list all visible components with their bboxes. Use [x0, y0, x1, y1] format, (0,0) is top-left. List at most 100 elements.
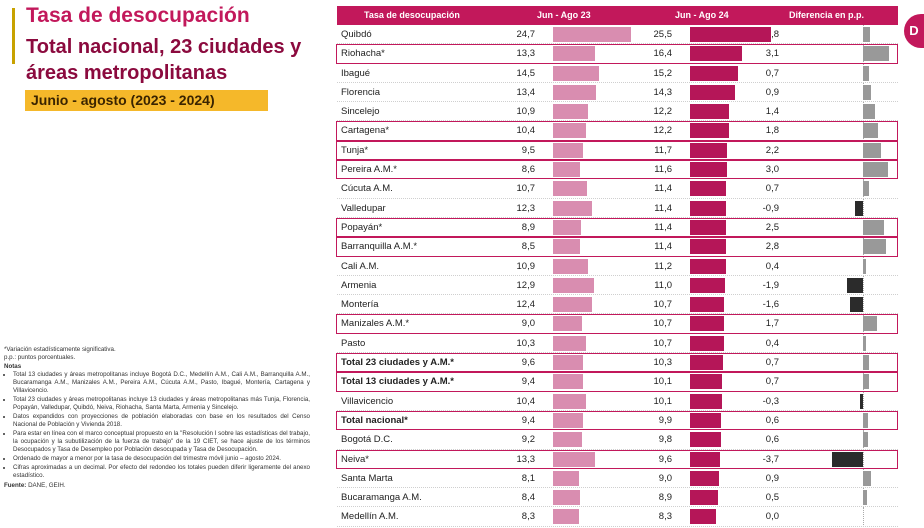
row-label: Total nacional*: [341, 414, 408, 426]
row-separator: [337, 43, 898, 45]
table-row: Santa Marta 8,1 9,0 0,9: [337, 468, 898, 489]
value-diff: -3,7: [762, 453, 779, 465]
bar-2023: [553, 104, 588, 120]
table-row: Manizales A.M.* 9,0 10,7 1,7: [336, 314, 898, 335]
value-2023: 13,3: [516, 453, 536, 465]
value-diff: 0,6: [765, 434, 779, 446]
diff-zero-axis: [863, 198, 864, 218]
bar-2023: [553, 181, 587, 197]
row-label: Armenia: [341, 279, 377, 291]
bar-diff: [863, 374, 869, 390]
bar-diff: [863, 84, 871, 100]
table-row: Tunja* 9,5 11,7 2,2: [336, 140, 898, 161]
value-diff: 0,5: [765, 492, 779, 504]
value-2024: 11,6: [654, 164, 672, 176]
value-2024: 11,0: [654, 279, 672, 291]
value-2023: 8,9: [521, 221, 535, 233]
bar-diff: [863, 104, 875, 120]
value-2024: 11,4: [654, 202, 672, 214]
note-item: Total 13 ciudades y áreas metropolitanas…: [13, 371, 310, 395]
period-badge: Junio - agosto (2023 - 2024): [25, 90, 268, 111]
value-diff: 0,7: [765, 357, 779, 369]
diff-zero-axis: [863, 449, 864, 469]
bar-2023: [553, 335, 586, 351]
value-2023: 9,0: [521, 318, 535, 330]
source-label: Fuente:: [4, 482, 27, 489]
row-label: Barranquilla A.M.*: [341, 241, 418, 253]
value-diff: 0,4: [765, 337, 779, 349]
bar-2023: [553, 374, 583, 390]
value-diff: 0,4: [765, 260, 779, 272]
value-diff: -1,9: [762, 279, 779, 291]
value-2024: 16,4: [653, 48, 673, 60]
table-row: Medellín A.M. 8,3 8,3 0,0: [337, 507, 898, 527]
value-2023: 12,4: [516, 299, 536, 311]
significance-note: *Variación estadísticamente significativ…: [4, 346, 116, 353]
note-item: Cifras aproximadas a un decimal. Por efe…: [13, 464, 310, 480]
bar-diff: [863, 355, 869, 371]
bar-2024: [690, 374, 723, 390]
row-label: Ibagué: [341, 67, 371, 79]
bar-2024: [690, 65, 739, 81]
row-separator: [337, 467, 898, 469]
table-row: Villavicencio 10,4 10,1 -0,3: [337, 391, 898, 411]
bar-2024: [690, 277, 725, 293]
value-diff: 0,6: [765, 414, 779, 426]
bar-diff: [863, 65, 869, 81]
bar-2024: [690, 355, 723, 371]
bar-diff: [863, 142, 882, 158]
value-2023: 13,4: [516, 86, 536, 98]
value-diff: 0,0: [765, 511, 779, 523]
table-row: Valledupar 12,3 11,4 -0,9: [337, 198, 898, 218]
row-separator: [337, 139, 898, 141]
row-separator: [337, 62, 898, 64]
dane-logo-icon[interactable]: D: [904, 14, 924, 48]
row-separator: [337, 294, 898, 296]
table-row: Popayán* 8,9 11,4 2,5: [336, 217, 898, 238]
bar-2023: [553, 239, 580, 255]
bar-2024: [690, 123, 729, 139]
value-2024: 11,2: [654, 260, 672, 272]
table-row: Cartagena* 10,4 12,2 1,8: [336, 121, 898, 142]
row-label: Neiva*: [341, 453, 369, 465]
row-label: Manizales A.M.*: [341, 318, 410, 330]
value-diff: 0,7: [765, 183, 779, 195]
value-2023: 10,4: [516, 395, 536, 407]
row-separator: [337, 101, 898, 103]
value-2023: 8,1: [521, 472, 535, 484]
value-2023: 8,4: [521, 492, 535, 504]
page-title: Tasa de desocupación: [26, 4, 250, 27]
row-label: Cali A.M.: [341, 260, 380, 272]
value-2023: 8,6: [521, 164, 535, 176]
bar-diff: [863, 123, 879, 139]
row-label: Bucaramanga A.M.: [341, 492, 422, 504]
value-2024: 9,9: [658, 414, 672, 426]
bar-2023: [553, 470, 579, 486]
table-row: Total 13 ciudades y A.M.* 9,4 10,1 0,7: [336, 372, 898, 392]
row-separator: [337, 216, 898, 218]
bar-2024: [690, 470, 719, 486]
value-2023: 8,5: [521, 241, 535, 253]
row-label: Pasto: [341, 337, 366, 349]
bar-2023: [553, 258, 588, 274]
table-row: Quibdó 24,7 25,5 0,8: [337, 25, 898, 45]
value-2024: 10,7: [653, 337, 673, 349]
unemployment-table: Tasa de desocupación Jun - Ago 23 Jun - …: [336, 6, 898, 527]
value-2023: 10,4: [516, 125, 536, 137]
bar-2023: [553, 123, 587, 139]
bar-2023: [553, 46, 596, 62]
value-diff: 3,1: [765, 48, 779, 60]
value-2024: 9,8: [658, 434, 672, 446]
row-label: Popayán*: [341, 221, 383, 233]
table-row: Bucaramanga A.M. 8,4 8,9 0,5: [337, 488, 898, 508]
value-diff: 0,9: [765, 86, 779, 98]
row-separator: [337, 409, 898, 411]
note-item: Para estar en línea con el marco concept…: [13, 430, 310, 454]
row-label: Montería: [341, 299, 379, 311]
row-separator: [337, 274, 898, 276]
table-row: Sincelejo 10,9 12,2 1,4: [337, 102, 898, 122]
value-2024: 10,1: [653, 376, 673, 388]
value-2023: 9,2: [521, 434, 535, 446]
row-separator: [337, 178, 898, 180]
col-header-city: Tasa de desocupación: [364, 10, 460, 20]
